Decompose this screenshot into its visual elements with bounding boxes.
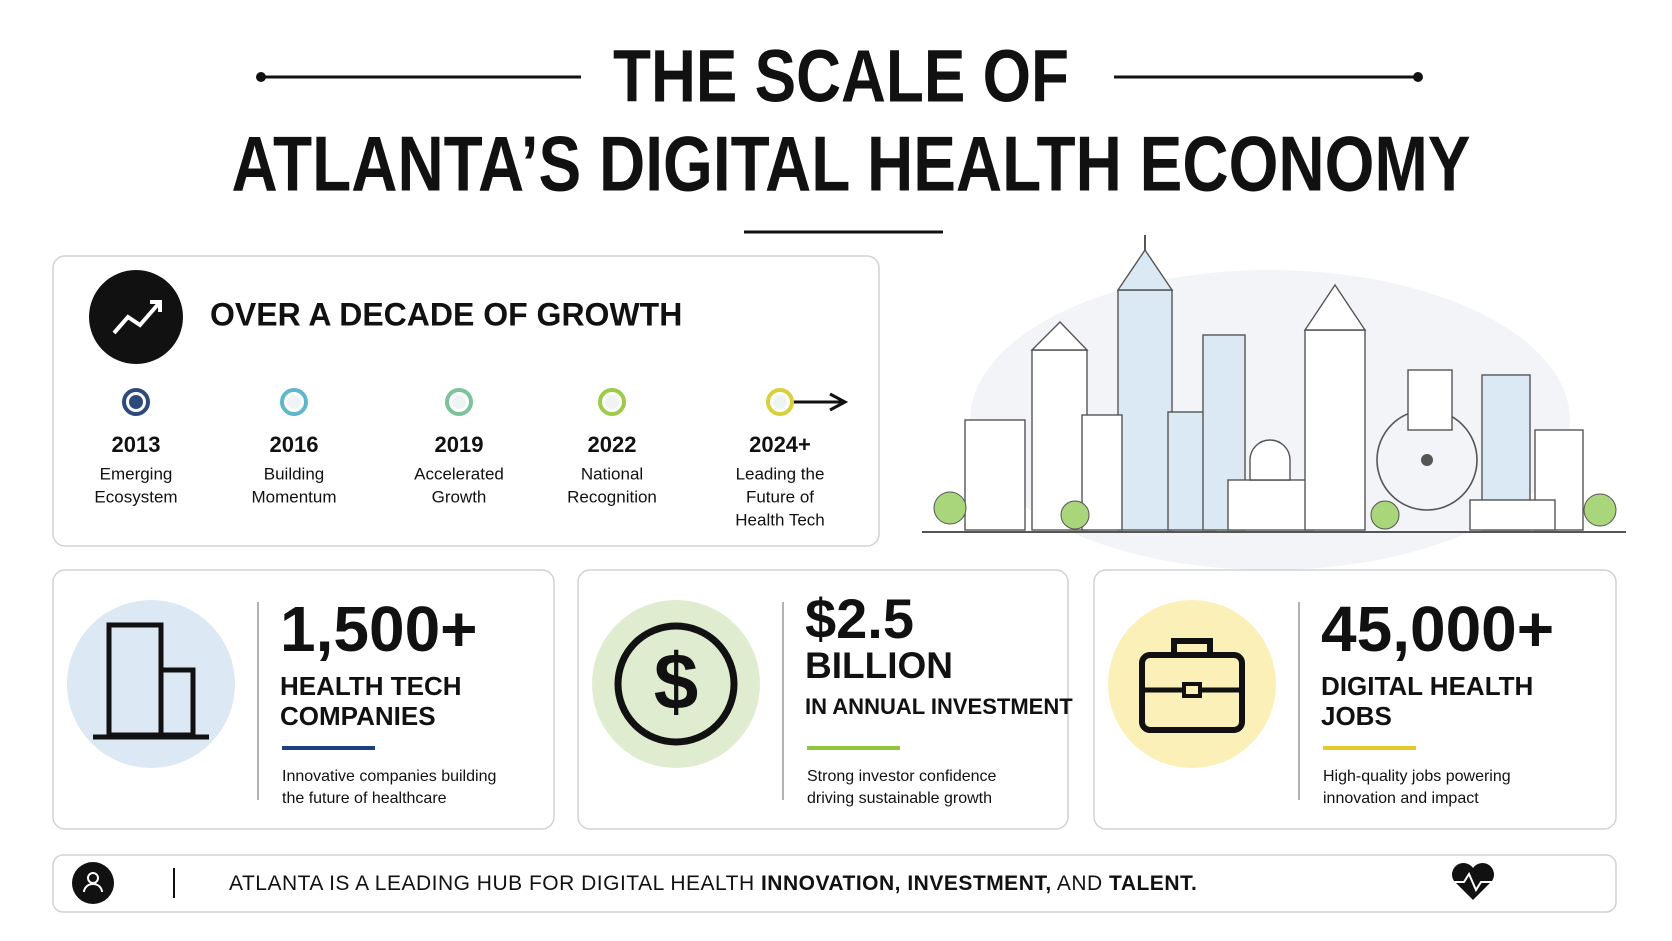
rule-dot bbox=[256, 72, 266, 82]
briefcase-icon bbox=[1171, 638, 1213, 655]
milestone-label: Momentum bbox=[251, 487, 336, 506]
building-top bbox=[1030, 321, 1089, 351]
stat-unit: DIGITAL HEALTH bbox=[1321, 671, 1533, 701]
footer-text: ATLANTA IS A LEADING HUB FOR DIGITAL HEA… bbox=[229, 872, 1197, 895]
growth-icon bbox=[89, 270, 183, 364]
building bbox=[1117, 289, 1173, 531]
heart-pulse bbox=[1452, 871, 1494, 893]
stat-unit: IN ANNUAL INVESTMENT bbox=[805, 694, 1073, 719]
milestone-year: 2013 bbox=[112, 432, 161, 457]
milestone-label: Accelerated bbox=[414, 464, 504, 483]
ferris-hub bbox=[1421, 454, 1433, 466]
milestone-dot-inner bbox=[452, 395, 466, 409]
stat-description: innovation and impact bbox=[1323, 790, 1479, 807]
stat-value: 1,500+ bbox=[280, 593, 478, 665]
building bbox=[1304, 329, 1366, 531]
dollar-icon: $ bbox=[654, 637, 699, 726]
milestone-label: Emerging bbox=[100, 464, 173, 483]
building bbox=[1407, 369, 1453, 431]
milestone-dot-inner bbox=[773, 395, 787, 409]
people-icon-body bbox=[83, 883, 103, 893]
tree bbox=[1370, 500, 1400, 530]
stat-description: Innovative companies building bbox=[282, 768, 496, 785]
footer-part: AND bbox=[1052, 872, 1109, 895]
title-line: ATLANTA’S DIGITAL HEALTH ECONOMY bbox=[232, 120, 1471, 208]
footer-part: INNOVATION, INVESTMENT, bbox=[761, 872, 1052, 895]
milestone-label: Leading the bbox=[736, 464, 825, 483]
milestone-label: Health Tech bbox=[735, 510, 824, 529]
timeline-arrowhead bbox=[829, 392, 849, 412]
stat-value: 45,000+ bbox=[1321, 593, 1554, 665]
stat-unit: BILLION bbox=[805, 645, 953, 686]
tree bbox=[1583, 493, 1617, 527]
growth-icon-arrow bbox=[150, 300, 162, 312]
footer-part: TALENT. bbox=[1109, 872, 1197, 895]
stat-description: Strong investor confidence bbox=[807, 768, 997, 785]
briefcase-icon bbox=[1182, 682, 1202, 698]
milestone-label: Future of bbox=[746, 487, 814, 506]
milestone-label: Building bbox=[264, 464, 325, 483]
tree bbox=[1060, 500, 1090, 530]
stat-value: $2.5 bbox=[805, 587, 914, 650]
stat-description: High-quality jobs powering bbox=[1323, 768, 1511, 785]
milestone-dot-inner bbox=[605, 395, 619, 409]
rule-dot bbox=[1413, 72, 1423, 82]
building-top bbox=[1116, 248, 1174, 291]
stat-unit: COMPANIES bbox=[280, 701, 436, 731]
title-line: THE SCALE OF bbox=[613, 35, 1069, 118]
milestone-label: Recognition bbox=[567, 487, 657, 506]
stat-description: the future of healthcare bbox=[282, 790, 447, 807]
stat-description: driving sustainable growth bbox=[807, 790, 992, 807]
milestone-label: Ecosystem bbox=[94, 487, 177, 506]
building bbox=[964, 419, 1026, 531]
stat-unit: JOBS bbox=[1321, 701, 1392, 731]
capitol-dome bbox=[1249, 439, 1291, 481]
milestone-dot-inner bbox=[129, 395, 143, 409]
building bbox=[1534, 429, 1584, 531]
skyline bbox=[922, 235, 1626, 570]
building bbox=[1469, 499, 1556, 531]
capitol bbox=[1227, 479, 1314, 531]
timeline-heading: OVER A DECADE OF GROWTH bbox=[210, 296, 682, 332]
footer-part: ATLANTA IS A LEADING HUB FOR DIGITAL HEA… bbox=[229, 872, 761, 895]
dollar-icon bbox=[614, 622, 738, 746]
milestone-year: 2019 bbox=[435, 432, 484, 457]
tree bbox=[933, 491, 967, 525]
milestone-label: Growth bbox=[432, 487, 487, 506]
milestone-year: 2022 bbox=[588, 432, 637, 457]
milestone-year: 2024+ bbox=[749, 432, 811, 457]
stat-unit: HEALTH TECH bbox=[280, 671, 462, 701]
growth-icon-line bbox=[112, 300, 162, 335]
milestone-dot-inner bbox=[287, 395, 301, 409]
milestone-year: 2016 bbox=[270, 432, 319, 457]
footer-card bbox=[52, 854, 1617, 913]
building-top bbox=[1303, 283, 1367, 331]
milestone-label: National bbox=[581, 464, 643, 483]
